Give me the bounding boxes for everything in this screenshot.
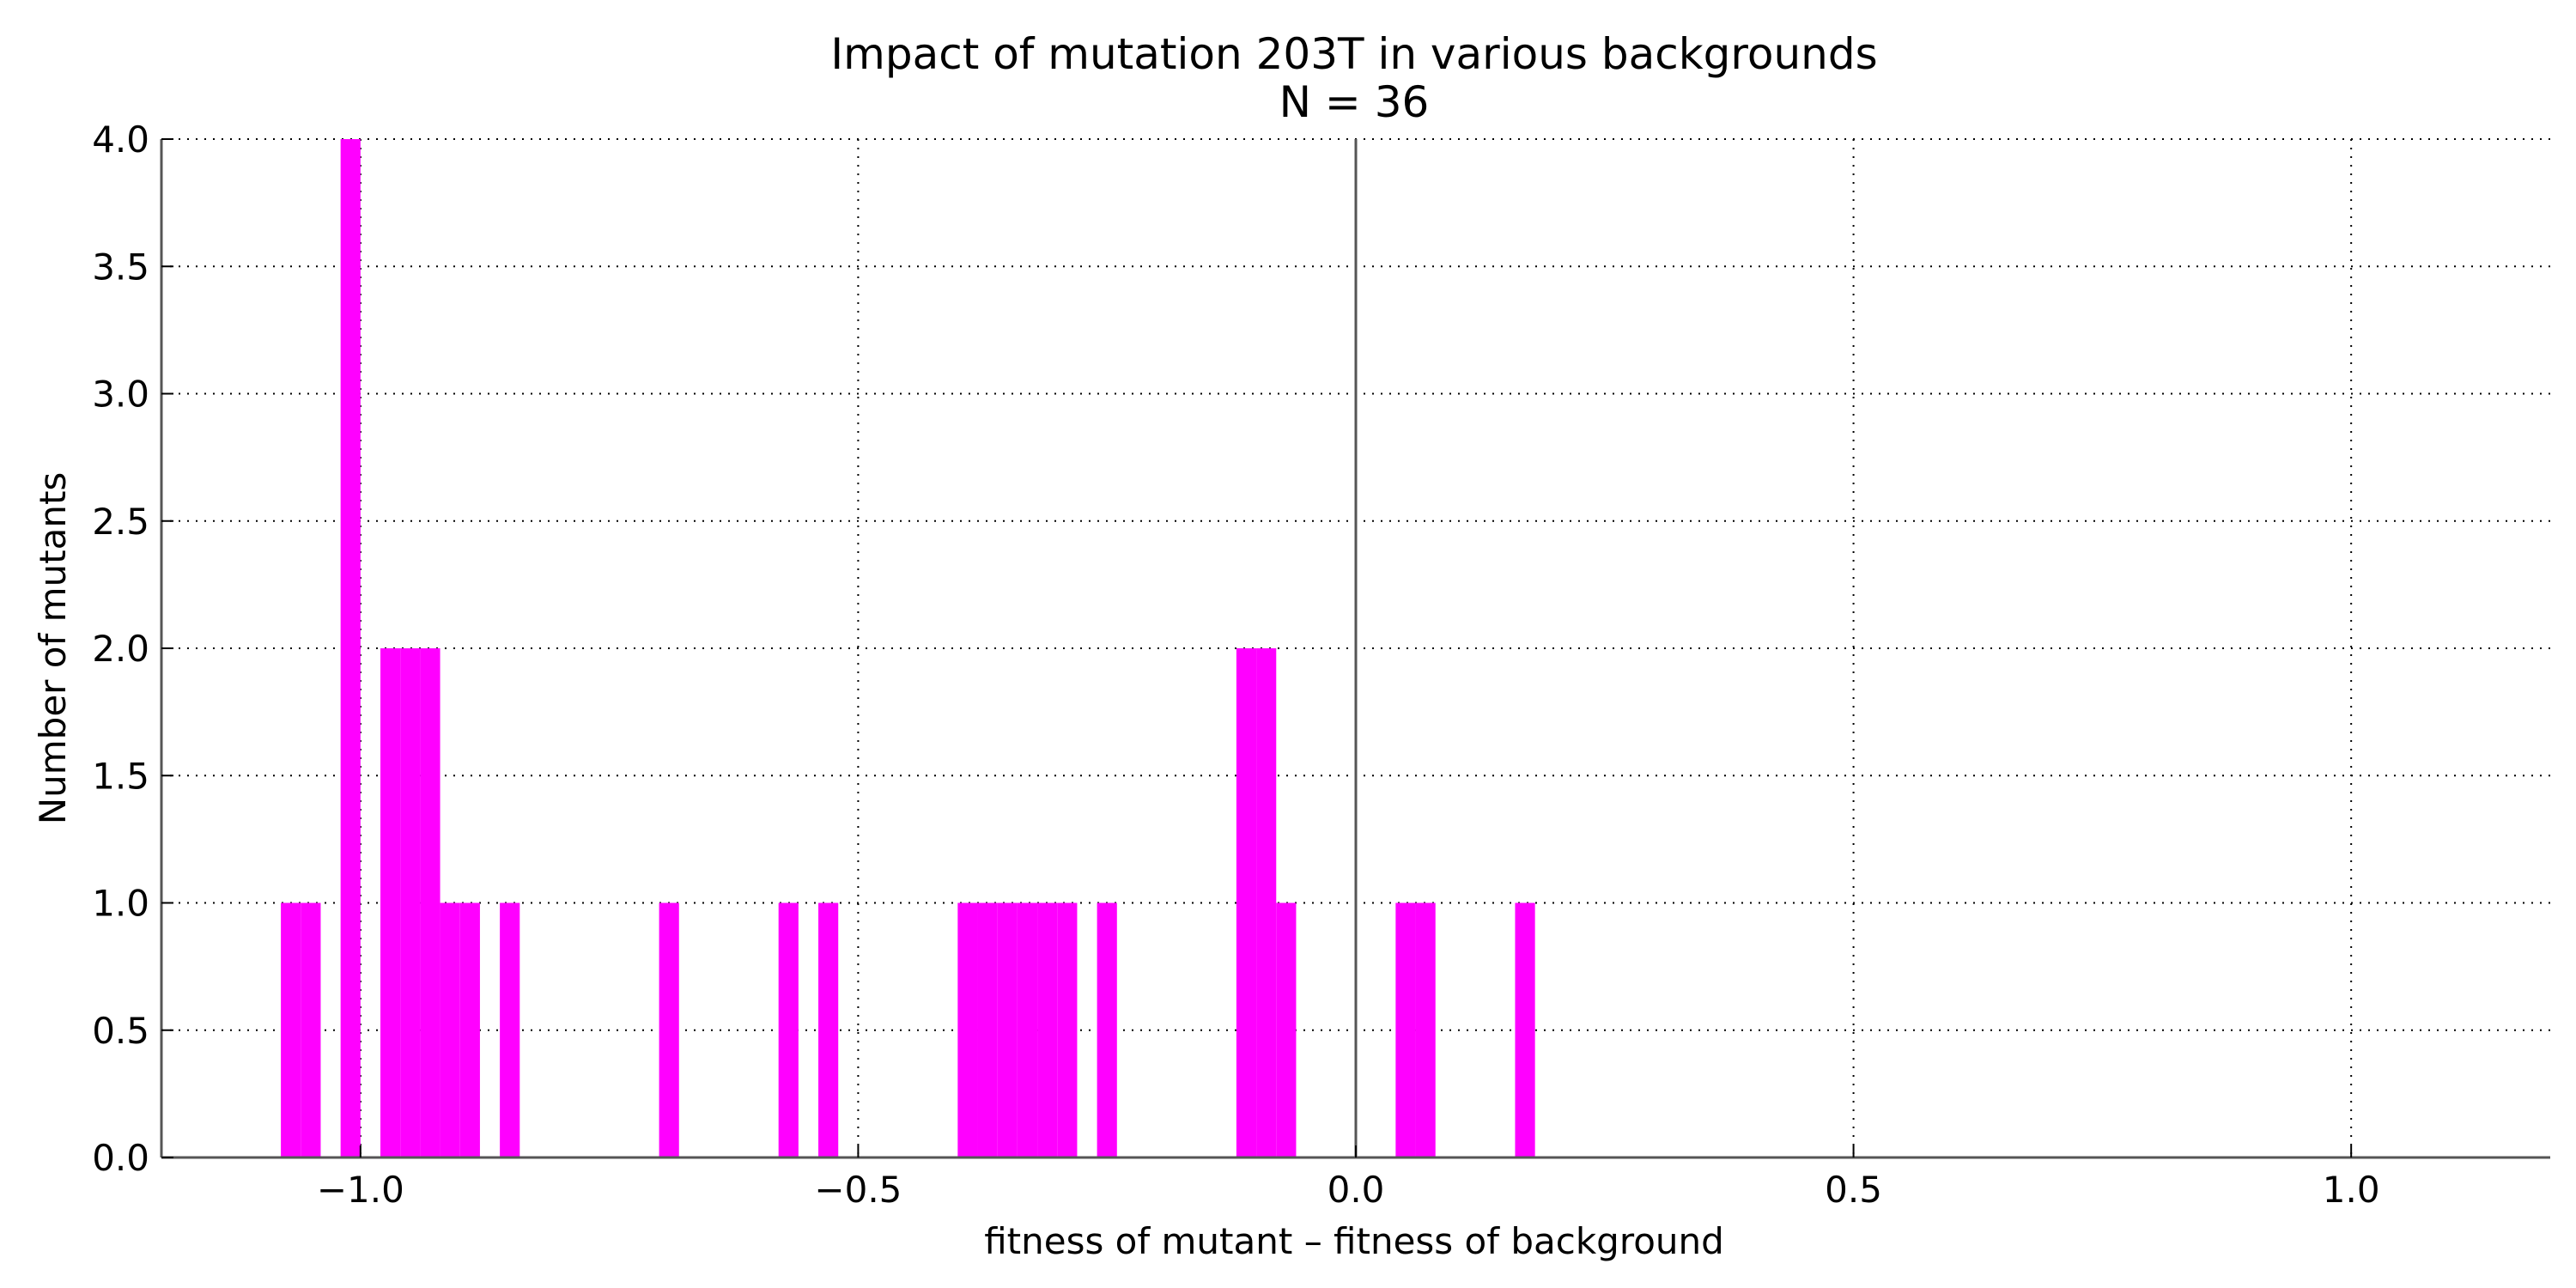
- histogram-bar: [778, 902, 799, 1157]
- histogram-bar: [380, 648, 401, 1157]
- histogram-bar: [301, 902, 321, 1157]
- y-tick-label: 3.5: [92, 246, 149, 288]
- histogram-bar: [957, 902, 978, 1157]
- histogram-bar: [1515, 902, 1535, 1157]
- x-tick-label: 1.0: [2323, 1169, 2380, 1211]
- y-tick-label: 3.0: [92, 374, 149, 416]
- histogram-bar: [1256, 648, 1277, 1157]
- histogram-bar: [1097, 902, 1117, 1157]
- histogram-bar: [440, 902, 460, 1157]
- histogram-bar: [1276, 902, 1297, 1157]
- histogram-bar: [340, 139, 361, 1157]
- bars-layer: [281, 139, 1535, 1157]
- histogram-bar: [500, 902, 520, 1157]
- y-axis-label: Number of mutants: [32, 472, 74, 825]
- ticks-layer: −1.0 −0.5 0.0 0.5 1.0 0.0 0.5 1.0 1.5 2.0 2.5 3.0 3.…: [92, 118, 2379, 1211]
- y-tick-label: 2.5: [92, 501, 149, 543]
- histogram-bar: [400, 648, 421, 1157]
- y-tick-label: 2.0: [92, 628, 149, 670]
- histogram-bar: [1395, 902, 1416, 1157]
- x-tick-label: −1.0: [317, 1169, 404, 1211]
- histogram-bar: [459, 902, 480, 1157]
- histogram-bar: [420, 648, 440, 1157]
- y-tick-label: 1.5: [92, 755, 149, 797]
- histogram-bar: [997, 902, 1018, 1157]
- histogram-bar: [977, 902, 998, 1157]
- histogram-bar: [1017, 902, 1038, 1157]
- chart-subtitle: N = 36: [1279, 77, 1430, 127]
- histogram-bar: [281, 902, 301, 1157]
- histogram-bar: [659, 902, 679, 1157]
- x-tick-label: −0.5: [814, 1169, 902, 1211]
- y-tick-label: 0.0: [92, 1137, 149, 1179]
- histogram-bar: [1057, 902, 1078, 1157]
- histogram-bar: [818, 902, 839, 1157]
- histogram-bar: [1415, 902, 1436, 1157]
- x-axis-label: fitness of mutant – fitness of backgroun…: [984, 1220, 1724, 1262]
- x-tick-label: 0.0: [1327, 1169, 1385, 1211]
- x-tick-label: 0.5: [1825, 1169, 1882, 1211]
- chart-title: Impact of mutation 203T in various backg…: [830, 29, 1877, 79]
- y-tick-label: 0.5: [92, 1010, 149, 1052]
- y-tick-label: 4.0: [92, 118, 149, 161]
- y-tick-label: 1.0: [92, 883, 149, 925]
- histogram-bar: [1236, 648, 1257, 1157]
- histogram-bar: [1037, 902, 1058, 1157]
